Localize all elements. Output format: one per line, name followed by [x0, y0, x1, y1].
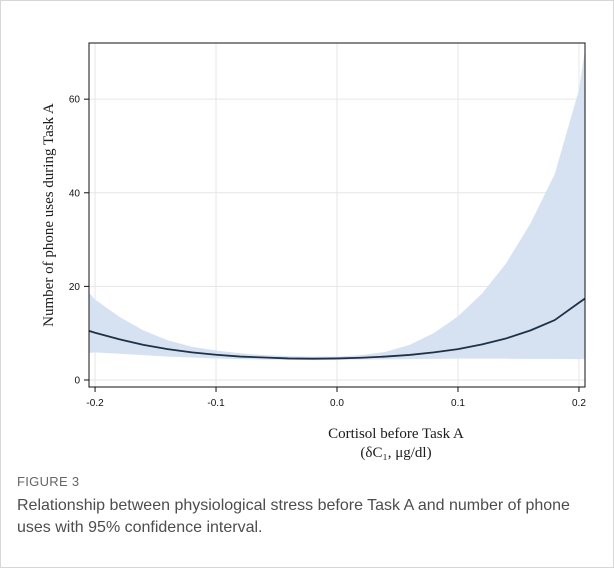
- x-tick-label-4: 0.2: [572, 398, 586, 409]
- y-axis-title: Number of phone uses during Task A: [41, 103, 57, 327]
- figure-caption-block: FIGURE 3 Relationship between physiologi…: [17, 474, 592, 539]
- y-tick-label-1: 20: [69, 282, 81, 293]
- y-tick-label-0: 0: [74, 375, 80, 386]
- x-tick-label-0: -0.2: [86, 398, 104, 409]
- figure-label: FIGURE 3: [17, 474, 80, 489]
- line-chart: 0 20 40 60 -0.2 -0.1 0.0 0.1 0.2 Cortisol before …: [41, 42, 586, 461]
- x-tick-label-3: 0.1: [451, 398, 465, 409]
- fitted-line: [88, 297, 586, 360]
- y-tick-label-3: 60: [69, 95, 81, 106]
- x-tick-label-2: 0.0: [330, 398, 344, 409]
- x-axis-subtitle: (δC₁, μg/dl): [360, 445, 431, 461]
- figure-caption: Relationship between physiological stres…: [17, 497, 570, 536]
- x-tick-label-1: -0.1: [207, 398, 225, 409]
- y-tick-label-2: 40: [69, 188, 81, 199]
- x-axis-title: Cortisol before Task A: [328, 426, 464, 442]
